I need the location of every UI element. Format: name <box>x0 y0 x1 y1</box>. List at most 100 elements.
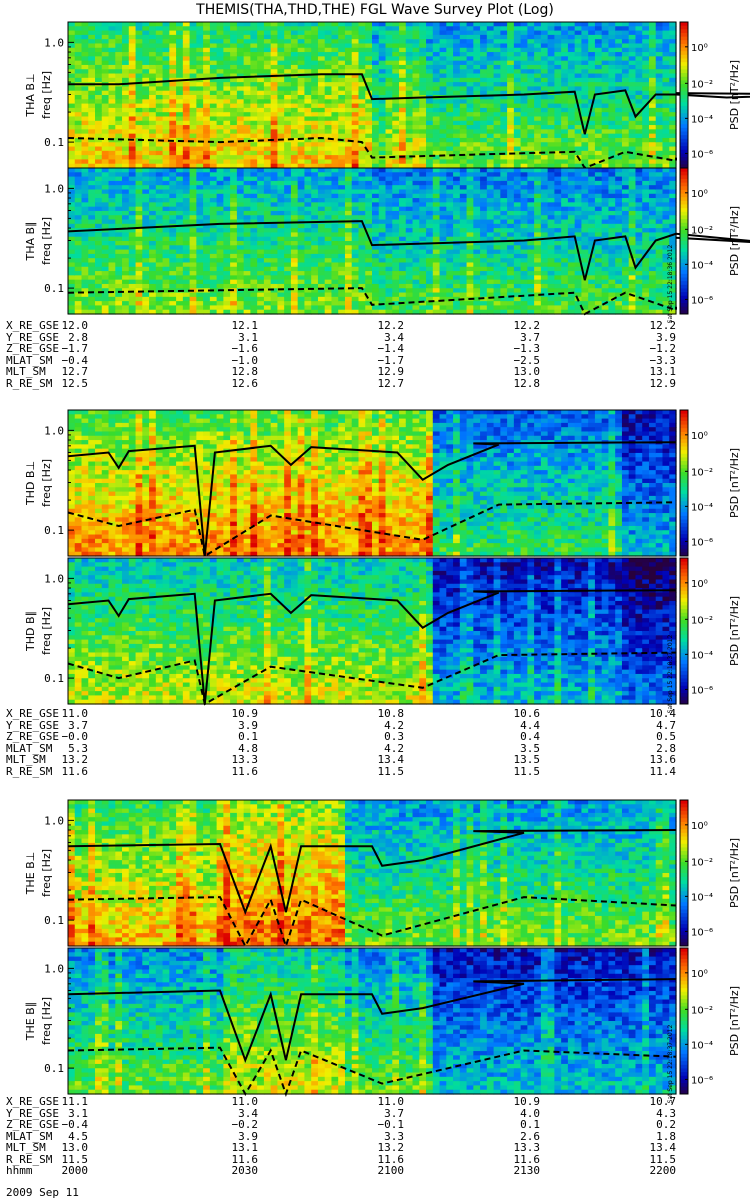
ephemeris-value: −1.7 <box>61 342 89 355</box>
colorbar-tick-label: 10⁻⁶ <box>691 537 713 548</box>
solid-fit-line <box>67 978 677 1064</box>
ephemeris-label: MLT_SM <box>6 1141 46 1154</box>
colorbar-tick-label: 10⁻⁶ <box>691 1075 713 1086</box>
freq-axis-label: freq [Hz] <box>40 217 53 265</box>
dashed-fit-line <box>67 501 677 558</box>
freq-axis-label: freq [Hz] <box>40 997 53 1045</box>
ephemeris-value: 12.6 <box>231 376 259 390</box>
ephemeris-value: 2000 <box>61 1164 89 1177</box>
colorbar: 10⁰ 10⁻² 10⁻⁴ 10⁻⁶ PSD [nT²/Hz] <box>679 799 741 947</box>
ephemeris-value: 0.5 <box>656 730 676 743</box>
colorbar-tick-label: 10⁻⁴ <box>691 114 713 125</box>
ephemeris-value: −0.0 <box>61 730 89 743</box>
ephemeris-value: 4.3 <box>656 1106 676 1120</box>
colorbar: 10⁰ 10⁻² 10⁻⁴ 10⁻⁶ PSD [nT²/Hz] <box>679 167 741 315</box>
ephemeris-value: 13.5 <box>513 753 541 766</box>
ephemeris-value: −0.1 <box>377 1118 405 1131</box>
colorbar-tick-label: 10⁻⁶ <box>691 927 713 938</box>
ephemeris-label: Z_RE_GSE <box>6 1118 59 1131</box>
colorbar: 10⁰ 10⁻² 10⁻⁴ 10⁻⁶ PSD [nT²/Hz] <box>679 947 741 1095</box>
ephemeris-value: 12.2 <box>377 319 405 332</box>
freq-axis-label: freq [Hz] <box>40 71 53 119</box>
colorbar-tick-label: 10⁰ <box>691 43 708 54</box>
ephemeris-value: 12.0 <box>61 319 89 332</box>
ephemeris-value: 12.8 <box>513 376 541 390</box>
ephemeris-value: 11.4 <box>649 764 677 778</box>
colorbar: 10⁰ 10⁻² 10⁻⁴ 10⁻⁶ PSD [nT²/Hz] <box>679 409 741 557</box>
ephemeris-value: −1.2 <box>649 342 677 355</box>
date-label: 2009 Sep 11 <box>6 1186 79 1199</box>
y-tick-label: 1.0 <box>44 962 64 975</box>
ephemeris-value: 11.1 <box>61 1095 89 1108</box>
timestamp-stamp: Sat Sep 15 22:18:37 2012 <box>667 635 674 714</box>
probe-label: THD B∥ <box>24 611 37 652</box>
y-tick-label: 0.1 <box>44 1062 64 1075</box>
y-tick-label: 0.1 <box>44 282 64 295</box>
ephemeris-value: 12.2 <box>649 319 677 332</box>
ephemeris-value: 3.7 <box>68 718 88 732</box>
probe-label: THE B∥ <box>24 1002 37 1041</box>
ephemeris-value: 12.9 <box>377 365 405 378</box>
ephemeris-label: MLT_SM <box>6 365 46 378</box>
colorbar-tick-label: 10⁻⁶ <box>691 685 713 696</box>
ephemeris-value: 2200 <box>649 1164 677 1177</box>
colorbar-tick-label: 10⁻² <box>691 1005 713 1016</box>
ephemeris-value: 5.3 <box>68 741 88 755</box>
ephemeris-value: −0.4 <box>61 1118 89 1131</box>
ephemeris-value: 2130 <box>513 1164 541 1177</box>
colorbar-label: PSD [nT²/Hz] <box>728 448 741 518</box>
ephemeris-value: −1.3 <box>513 342 541 355</box>
y-tick-label: 1.0 <box>44 424 64 437</box>
ephemeris-value: 11.5 <box>513 764 541 778</box>
colorbar-label: PSD [nT²/Hz] <box>728 596 741 666</box>
ephemeris-label: hhmm <box>6 1164 33 1177</box>
ephemeris-value: −1.4 <box>377 342 405 355</box>
colorbar-tick-label: 10⁻² <box>691 857 713 868</box>
ephemeris-value: 11.6 <box>231 764 259 778</box>
ephemeris-value: 2.8 <box>656 741 676 755</box>
solid-fit-line <box>67 829 677 916</box>
ephemeris-value: 11.0 <box>377 1095 405 1108</box>
ephemeris-value: 3.1 <box>68 1106 88 1120</box>
ephemeris-value: 0.4 <box>520 730 540 743</box>
timestamp-stamp: Sat Sep 15 22:18:36 2012 <box>667 245 674 324</box>
y-tick-label: 0.1 <box>44 914 64 927</box>
probe-label: THD B⊥ <box>24 461 37 506</box>
ephemeris-label: Y_RE_GSE <box>6 718 59 732</box>
ephemeris-value: 11.6 <box>377 1152 405 1166</box>
colorbar-tick-label: 10⁻² <box>691 467 713 478</box>
ephemeris-label: R_RE_SM <box>6 376 53 390</box>
dashed-fit-line <box>67 651 677 706</box>
ephemeris-value: 13.1 <box>649 365 677 378</box>
ephemeris-label: Z_RE_GSE <box>6 342 59 355</box>
ephemeris-value: 0.1 <box>238 730 258 743</box>
ephemeris-value: 10.6 <box>513 707 541 720</box>
heatmap-cells <box>68 948 677 1095</box>
ephemeris-value: 0.3 <box>384 730 404 743</box>
colorbar: 10⁰ 10⁻² 10⁻⁴ 10⁻⁶ PSD [nT²/Hz] <box>679 557 741 705</box>
ephemeris-value: 10.9 <box>513 1095 541 1108</box>
ephemeris-value: 10.4 <box>649 707 677 720</box>
ephemeris-value: 4.0 <box>520 1106 540 1120</box>
ephemeris-value: 12.8 <box>231 365 259 378</box>
y-tick-label: 1.0 <box>44 814 64 827</box>
spectrogram-panel-1: 1.0 0.1 THA B⊥ freq [Hz] 10⁰ 10⁻² 10⁻⁴ 10⁻⁶ PSD … <box>24 21 750 170</box>
ephemeris-value: 11.6 <box>231 1152 259 1166</box>
ephemeris-value: 13.0 <box>513 365 541 378</box>
dashed-fit-line <box>67 136 677 170</box>
ephemeris-value: 3.1 <box>238 330 258 344</box>
colorbar-label: PSD [nT²/Hz] <box>728 838 741 908</box>
ephemeris-value: 4.5 <box>68 1129 88 1143</box>
ephemeris-label: MLAT_SM <box>6 741 53 755</box>
ephemeris-value: 13.4 <box>649 1141 677 1154</box>
colorbar-tick-label: 10⁰ <box>691 821 708 832</box>
ephemeris-value: 12.9 <box>649 376 677 390</box>
colorbar-tick-label: 10⁻² <box>691 79 713 90</box>
ephemeris-value: 0.1 <box>520 1118 540 1131</box>
colorbar-tick-label: 10⁰ <box>691 969 708 980</box>
colorbar-tick-label: 10⁰ <box>691 189 708 200</box>
ephemeris-value: 3.7 <box>384 1106 404 1120</box>
dashed-fit-line <box>67 896 677 950</box>
colorbar-label: PSD [nT²/Hz] <box>728 206 741 276</box>
